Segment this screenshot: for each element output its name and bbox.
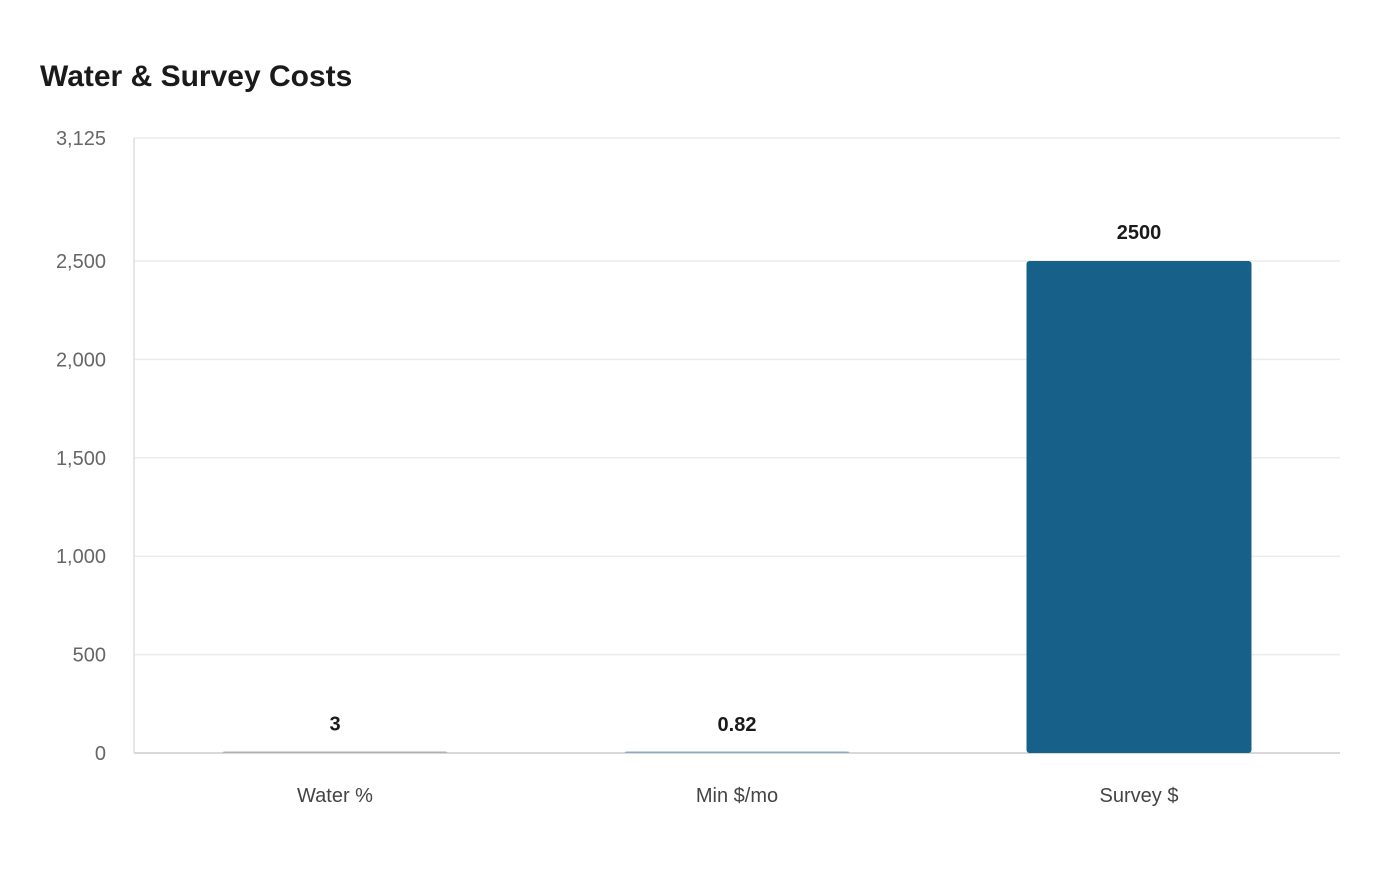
data-label: 2500: [1117, 222, 1162, 244]
y-tick-label: 1,500: [56, 448, 106, 470]
y-tick-label: 500: [73, 645, 106, 667]
y-tick-label: 0: [95, 743, 106, 765]
bar-2: [1026, 261, 1252, 753]
y-tick-label: 3,125: [56, 128, 106, 150]
x-tick-label: Min $/mo: [696, 785, 778, 807]
x-tick-label: Survey $: [1100, 785, 1179, 807]
y-tick-label: 1,000: [56, 546, 106, 568]
data-label: 3: [329, 713, 340, 735]
x-tick-label: Water %: [297, 785, 373, 807]
chart-title: Water & Survey Costs: [40, 60, 353, 93]
y-tick-label: 2,000: [56, 349, 106, 371]
data-label: 0.82: [718, 714, 757, 736]
y-tick-label: 2,500: [56, 251, 106, 273]
bar-0: [222, 751, 448, 753]
bar-1: [624, 751, 850, 753]
